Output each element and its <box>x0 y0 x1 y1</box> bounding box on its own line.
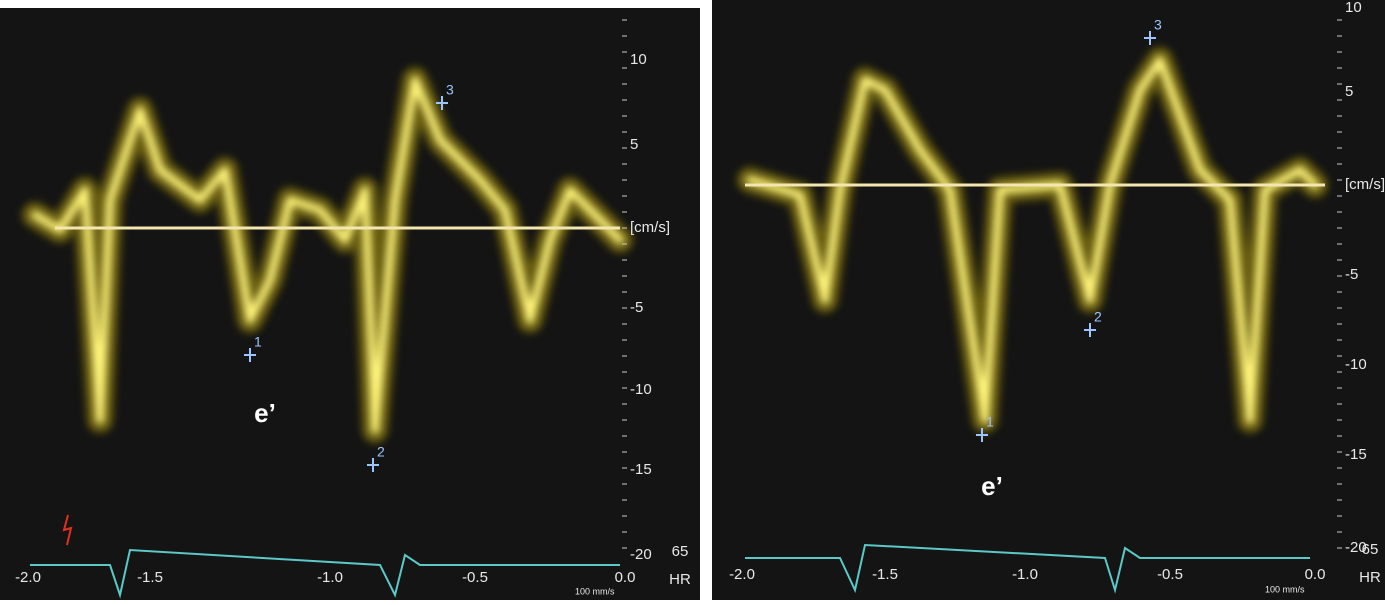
y-tick-label: 5 <box>1345 83 1353 100</box>
hr-label: HR <box>1359 569 1381 586</box>
y-tick-label: -5 <box>1345 266 1358 283</box>
unit-label: [cm/s] <box>630 219 670 236</box>
y-tick-label: 10 <box>630 51 647 68</box>
hr-value: 65 <box>672 543 689 560</box>
x-tick-label: -2.0 <box>15 569 41 586</box>
y-tick-label: -20 <box>630 546 652 563</box>
marker-cross <box>436 96 448 110</box>
x-tick-label: -0.5 <box>1157 566 1183 583</box>
x-tick-label: -2.0 <box>729 566 755 583</box>
x-tick-label: -1.0 <box>317 569 343 586</box>
y-tick-label: -15 <box>1345 446 1367 463</box>
x-tick-label: 0.0 <box>1305 566 1326 583</box>
marker-number: 3 <box>446 82 454 98</box>
x-tick-label: 0.0 <box>615 569 636 586</box>
x-tick-label: -1.0 <box>1012 566 1038 583</box>
y-tick-label: -10 <box>630 381 652 398</box>
e-prime-label: e’ <box>981 471 1003 501</box>
x-tick-label: -1.5 <box>137 569 163 586</box>
marker-number: 2 <box>377 444 385 460</box>
marker-number: 2 <box>1094 309 1102 325</box>
x-tick-label: -0.5 <box>462 569 488 586</box>
y-tick-label: -15 <box>630 461 652 478</box>
marker-number: 1 <box>254 334 262 350</box>
unit-label: [cm/s] <box>1345 176 1385 193</box>
hr-value: 65 <box>1362 541 1379 558</box>
hr-label: HR <box>669 571 691 588</box>
right-ecg <box>745 543 1310 594</box>
left-ecg <box>30 548 620 599</box>
speed-label: 100 mm/s <box>1265 584 1305 594</box>
e-prime-label: e’ <box>254 398 276 428</box>
speed-label: 100 mm/s <box>575 586 615 596</box>
y-tick-label: -5 <box>630 299 643 316</box>
y-tick-label: -20 <box>1345 539 1367 556</box>
trigger-icon <box>62 514 73 546</box>
marker-number: 3 <box>1154 17 1162 33</box>
left-waveform <box>22 67 633 443</box>
x-tick-label: -1.5 <box>872 566 898 583</box>
marker-cross <box>1144 31 1156 45</box>
y-tick-label: -10 <box>1345 356 1367 373</box>
marker-number: 1 <box>986 414 994 430</box>
y-tick-label: 10 <box>1345 0 1362 16</box>
marker-cross <box>244 348 256 362</box>
marker-cross <box>976 428 988 442</box>
marker-cross <box>1084 323 1096 337</box>
marker-cross <box>367 458 379 472</box>
y-tick-label: 5 <box>630 136 638 153</box>
